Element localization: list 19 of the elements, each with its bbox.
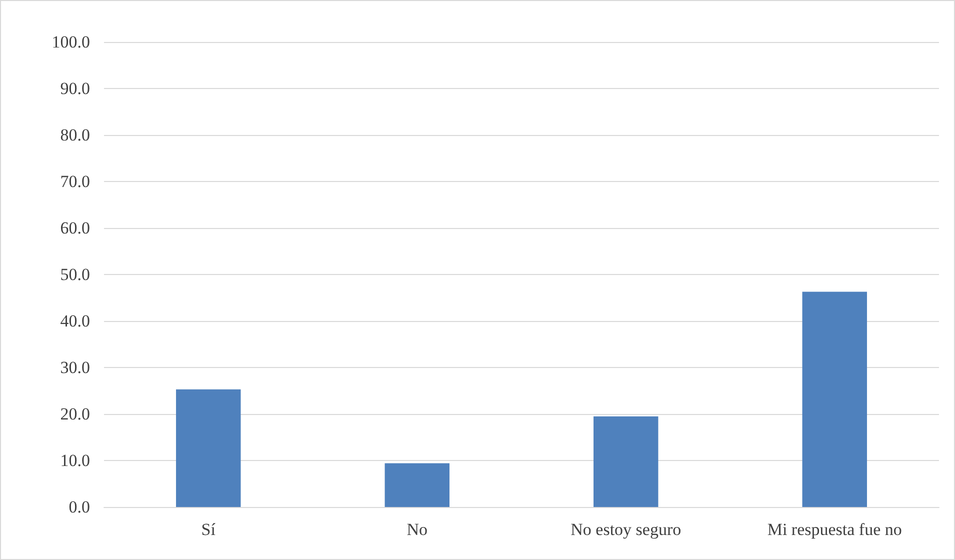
y-tick-label: 50.0 — [60, 265, 90, 284]
y-tick-label: 70.0 — [60, 172, 90, 191]
x-tick-label: No — [406, 520, 428, 539]
bar — [176, 389, 241, 507]
bar — [594, 416, 658, 507]
y-tick-label: 0.0 — [68, 498, 90, 516]
bar — [384, 463, 450, 507]
y-tick-label: 20.0 — [60, 404, 90, 424]
y-tick-label: 90.0 — [60, 79, 90, 98]
x-tick-label: Sí — [201, 520, 216, 539]
y-tick-label: 60.0 — [60, 218, 90, 238]
y-tick-label: 80.0 — [60, 126, 90, 144]
bar — [802, 292, 867, 507]
y-tick-label: 100.0 — [52, 32, 90, 52]
x-tick-label: No estoy seguro — [570, 520, 682, 539]
y-tick-label: 30.0 — [60, 358, 90, 377]
y-tick-label: 40.0 — [60, 312, 90, 330]
x-tick-label: Mi respuesta fue no — [767, 520, 902, 539]
y-tick-label: 10.0 — [60, 451, 90, 470]
